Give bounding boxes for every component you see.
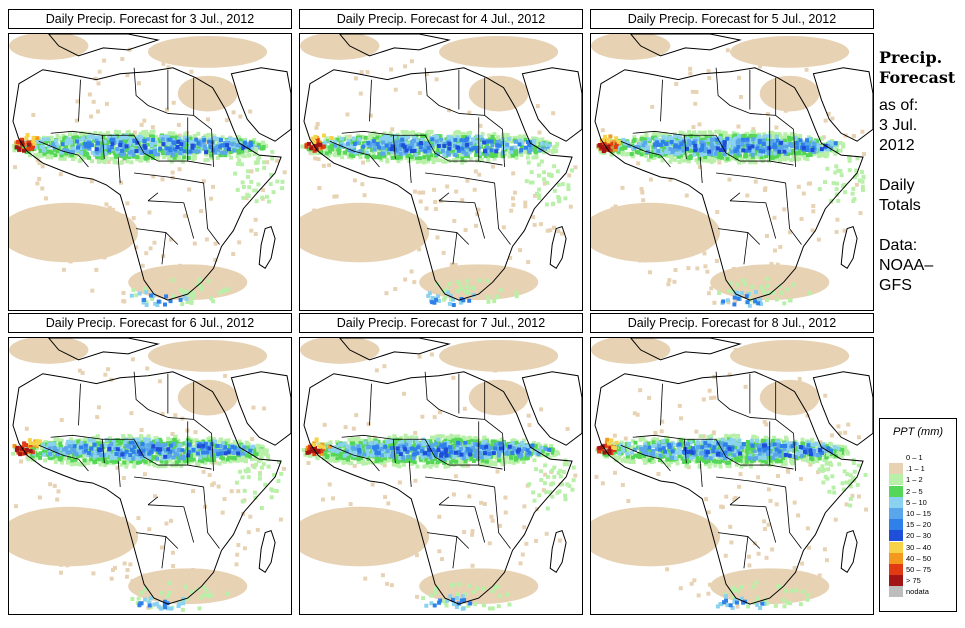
- legend-swatch: [889, 552, 903, 564]
- panel-title: Daily Precip. Forecast for 6 Jul., 2012: [8, 313, 292, 333]
- legend-swatch: [889, 463, 903, 475]
- panel-title: Daily Precip. Forecast for 8 Jul., 2012: [590, 313, 874, 333]
- legend-label: 15 – 20: [906, 520, 932, 530]
- precip-map-svg: [9, 34, 291, 308]
- legend-label: .1 – 1: [906, 464, 925, 474]
- legend-label: 50 – 75: [906, 565, 932, 574]
- legend-swatch: [889, 485, 903, 497]
- asof-date: 3 Jul.: [879, 117, 918, 134]
- data-source-1: NOAA–: [879, 257, 934, 274]
- panel-title: Daily Precip. Forecast for 3 Jul., 2012: [8, 9, 292, 29]
- legend-label: 2 – 5: [906, 486, 923, 496]
- asof-year: 2012: [879, 137, 915, 154]
- precip-field: [591, 338, 873, 611]
- precip-map: [590, 33, 874, 311]
- legend-swatch: [889, 530, 903, 542]
- panel-title: Daily Precip. Forecast for 4 Jul., 2012: [299, 9, 583, 29]
- legend-label: 40 – 50: [906, 553, 932, 563]
- legend-label: 5 – 10: [906, 497, 927, 507]
- precip-field: [9, 338, 291, 612]
- legend-label: 30 – 40: [906, 542, 932, 552]
- data-source-2: GFS: [879, 277, 912, 294]
- precip-map: [299, 33, 583, 311]
- precip-map: [8, 33, 292, 311]
- legend-label: 0 – 1: [906, 453, 923, 462]
- legend-label: nodata: [906, 587, 929, 597]
- precip-map: [8, 337, 292, 615]
- precip-field: [300, 338, 582, 611]
- legend-swatch: [889, 496, 903, 508]
- panel-title: Daily Precip. Forecast for 7 Jul., 2012: [299, 313, 583, 333]
- daily-label: Daily: [879, 177, 915, 194]
- legend-swatch: [889, 541, 903, 553]
- legend-label: 1 – 2: [906, 475, 923, 485]
- precip-map-svg: [300, 338, 582, 611]
- panel-title: Daily Precip. Forecast for 5 Jul., 2012: [590, 9, 874, 29]
- legend-swatch: [889, 474, 903, 486]
- totals-label: Totals: [879, 197, 921, 214]
- heading-line-2: Forecast: [879, 68, 956, 87]
- legend-swatch: [889, 586, 903, 598]
- precip-field: [591, 34, 873, 308]
- legend-title: PPT (mm): [892, 426, 944, 438]
- precip-field: [9, 34, 291, 308]
- precip-map-svg: [591, 338, 873, 611]
- legend-label: 20 – 30: [906, 531, 932, 541]
- legend-label: > 75: [906, 576, 921, 586]
- legend-swatch: [889, 575, 903, 587]
- precip-map: [299, 337, 583, 615]
- precip-field: [300, 34, 582, 308]
- precip-map-svg: [9, 338, 291, 612]
- legend-label: 10 – 15: [906, 509, 932, 518]
- heading-line-1: Precip.: [879, 48, 943, 67]
- data-label: Data:: [879, 237, 918, 254]
- legend-swatch: [889, 564, 903, 575]
- legend-swatch: [889, 519, 903, 531]
- asof-label: as of:: [879, 97, 919, 114]
- precip-map-svg: [591, 34, 873, 308]
- legend-swatch: [889, 508, 903, 519]
- legend-swatch: [889, 452, 903, 463]
- side-info: Precip. Forecast as of: 3 Jul. 2012 Dail…: [879, 48, 963, 296]
- precip-map: [590, 337, 874, 615]
- precip-map-svg: [300, 34, 582, 308]
